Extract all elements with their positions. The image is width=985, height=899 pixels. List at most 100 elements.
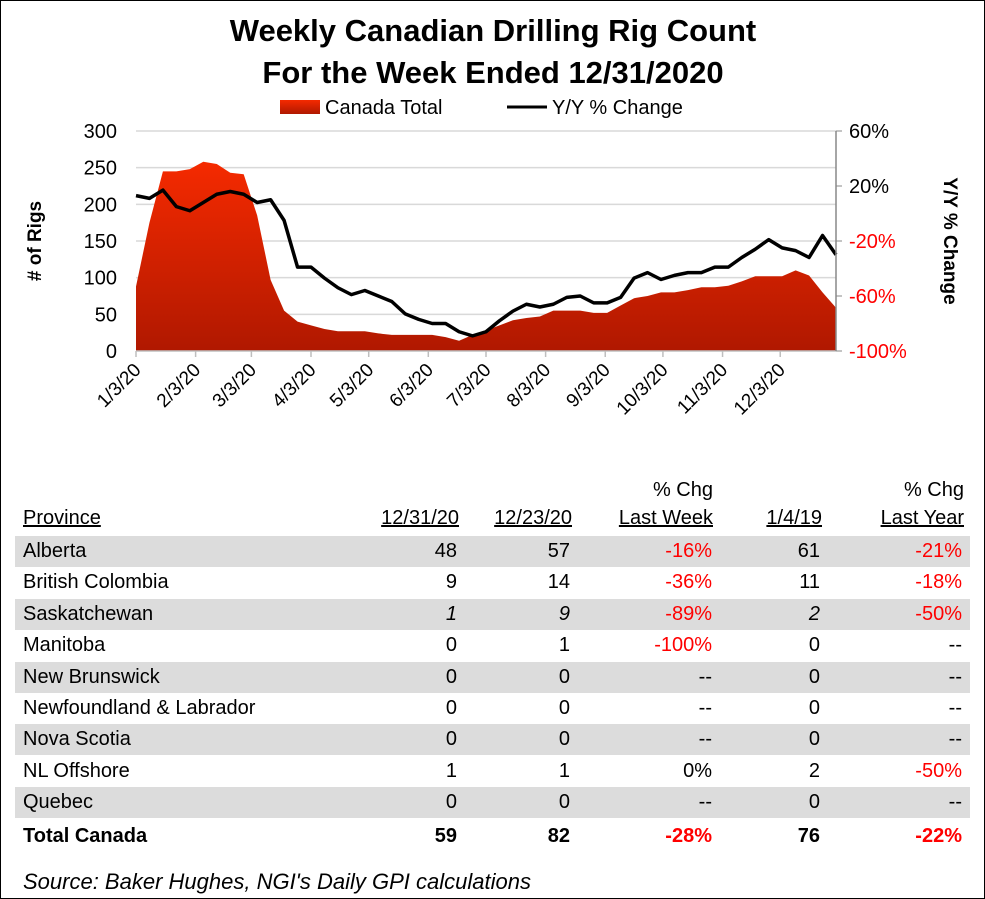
header-prior-year: 1/4/19 xyxy=(766,507,822,529)
table-row: British Colombia 9 14 -36% 11 -18% xyxy=(15,567,970,598)
pct-chg-year: -18% xyxy=(915,571,962,594)
prior-week-count: 0 xyxy=(558,665,570,688)
province-name: Saskatchewan xyxy=(23,602,154,625)
table-row: New Brunswick 0 0 -- 0 -- xyxy=(15,661,970,693)
pct-chg-week: -- xyxy=(698,665,712,688)
pct-chg-year: -- xyxy=(948,665,962,688)
canada-total-area xyxy=(136,161,836,351)
prior-week-count: 14 xyxy=(547,571,570,594)
prior-week-count: 1 xyxy=(558,759,570,782)
pct-chg-week: -- xyxy=(698,728,712,751)
header-prior-week: 12/23/20 xyxy=(494,507,572,529)
y-right-tick-label: -20% xyxy=(849,231,896,253)
y-left-tick-label: 150 xyxy=(84,231,117,253)
prior-week-count: 9 xyxy=(558,602,570,625)
pct-chg-week: -- xyxy=(698,791,712,814)
table-row: Manitoba 0 1 -100% 0 -- xyxy=(15,630,970,661)
legend-yy-change: Y/Y % Change xyxy=(552,97,683,119)
table-row: Nova Scotia 0 0 -- 0 -- xyxy=(15,724,970,756)
current-count: 0 xyxy=(445,665,457,688)
pct-chg-week: -89% xyxy=(665,602,712,625)
current-count: 59 xyxy=(434,825,457,847)
x-tick-label: 3/3/20 xyxy=(209,360,261,412)
current-count: 48 xyxy=(434,540,457,562)
current-count: 0 xyxy=(445,791,457,814)
y-right-tick-label: 60% xyxy=(849,121,889,143)
legend-swatch-canada-total xyxy=(280,100,320,114)
prior-year-count: 2 xyxy=(808,602,820,625)
header-province: Province xyxy=(23,507,101,529)
pct-chg-year: -50% xyxy=(915,759,962,782)
table-row: Quebec 0 0 -- 0 -- xyxy=(15,787,970,819)
province-name: Manitoba xyxy=(23,634,106,657)
table-row: Newfoundland & Labrador 0 0 -- 0 -- xyxy=(15,693,970,724)
x-tick-label: 1/3/20 xyxy=(93,360,145,412)
yy-change-line xyxy=(135,188,838,338)
x-tick-label: 8/3/20 xyxy=(503,360,555,412)
rig-count-chart: Weekly Canadian Drilling Rig Count For t… xyxy=(25,13,960,420)
prior-year-count: 0 xyxy=(808,697,820,719)
prior-year-count: 61 xyxy=(797,540,820,562)
chart-title-line2: For the Week Ended 12/31/2020 xyxy=(262,55,723,90)
pct-chg-year: -- xyxy=(948,791,962,814)
prior-year-count: 0 xyxy=(808,634,820,657)
prior-week-count: 57 xyxy=(547,540,570,562)
current-count: 0 xyxy=(445,697,457,719)
prior-year-count: 76 xyxy=(797,825,820,847)
y-left-tick-label: 250 xyxy=(84,158,117,180)
x-tick-label: 4/3/20 xyxy=(268,360,320,412)
pct-chg-year: -50% xyxy=(915,602,962,625)
prior-week-count: 0 xyxy=(558,728,570,751)
pct-chg-week: 0% xyxy=(683,759,712,782)
header-pct-chg-week: Last Week xyxy=(618,507,713,529)
table-row: Alberta 48 57 -16% 61 -21% xyxy=(15,536,970,567)
province-name: Newfoundland & Labrador xyxy=(23,697,256,719)
prior-year-count: 0 xyxy=(808,665,820,688)
province-name: British Colombia xyxy=(23,571,169,594)
y-left-tick-label: 100 xyxy=(84,268,117,290)
y-axis-left-title: # of Rigs xyxy=(25,201,46,281)
header-current: 12/31/20 xyxy=(381,507,459,529)
table-total-row: Total Canada 59 82 -28% 76 -22% xyxy=(15,821,970,852)
province-name: New Brunswick xyxy=(23,665,160,688)
header-pct-chg-year: Last Year xyxy=(880,507,964,529)
prior-week-count: 0 xyxy=(558,697,570,719)
x-tick-label: 11/3/20 xyxy=(673,360,732,419)
y-right-tick-label: 20% xyxy=(849,176,889,198)
table-row: NL Offshore 1 1 0% 2 -50% xyxy=(15,756,970,787)
pct-chg-week: -- xyxy=(698,697,712,719)
prior-year-count: 0 xyxy=(808,728,820,751)
y-left-tick-label: 300 xyxy=(84,121,117,143)
y-right-tick-label: -60% xyxy=(849,286,896,308)
x-tick-label: 5/3/20 xyxy=(326,360,378,412)
province-name: Alberta xyxy=(23,540,87,562)
pct-chg-week: -16% xyxy=(665,540,712,562)
province-name: Total Canada xyxy=(23,825,148,847)
y-axis-right-title: Y/Y % Change xyxy=(939,177,960,304)
prior-year-count: 2 xyxy=(808,759,820,782)
pct-chg-year: -22% xyxy=(915,825,962,847)
pct-chg-year: -21% xyxy=(915,540,962,562)
y-left-tick-label: 50 xyxy=(95,304,117,326)
x-tick-label: 10/3/20 xyxy=(613,360,673,420)
chart-title-line1: Weekly Canadian Drilling Rig Count xyxy=(230,13,757,48)
prior-year-count: 0 xyxy=(808,791,820,814)
y-left-tick-label: 200 xyxy=(84,194,117,216)
current-count: 0 xyxy=(445,634,457,657)
pct-chg-week: -28% xyxy=(665,825,712,847)
x-tick-label: 6/3/20 xyxy=(386,360,438,412)
prior-week-count: 0 xyxy=(558,791,570,814)
legend-canada-total: Canada Total xyxy=(325,97,443,119)
pct-chg-week: -100% xyxy=(654,634,712,657)
source-note: Source: Baker Hughes, NGI's Daily GPI ca… xyxy=(23,869,531,894)
current-count: 9 xyxy=(445,571,457,594)
province-name: Quebec xyxy=(23,791,94,814)
pct-chg-week: -36% xyxy=(665,571,712,594)
x-tick-label: 12/3/20 xyxy=(730,360,790,420)
current-count: 0 xyxy=(445,728,457,751)
prior-week-count: 82 xyxy=(547,825,570,847)
pct-chg-year: -- xyxy=(948,634,962,657)
province-name: Nova Scotia xyxy=(23,728,131,751)
y-right-tick-label: -100% xyxy=(849,341,907,363)
